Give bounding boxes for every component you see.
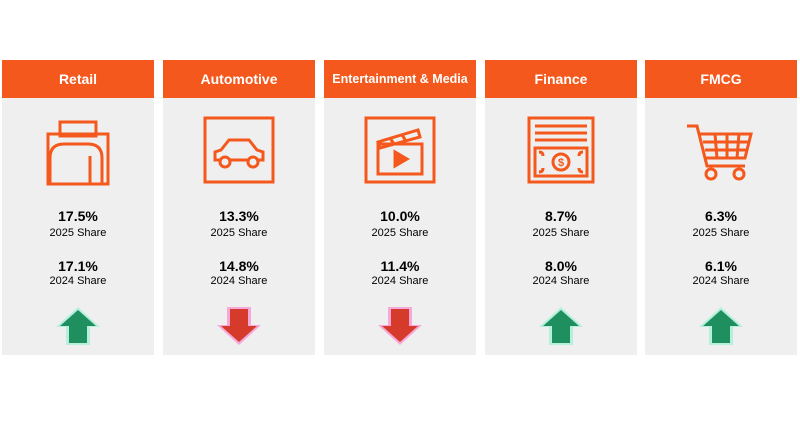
share-2025-value: 8.7% xyxy=(545,208,577,224)
share-2025-value: 13.3% xyxy=(219,208,259,224)
card-title: Retail xyxy=(2,60,154,98)
dollar-bill-icon: $ xyxy=(521,116,601,186)
trend-down-arrow-icon xyxy=(215,305,263,347)
industry-card-automotive: Automotive 13.3% 2025 Share 14.8% 2024 S… xyxy=(163,60,315,355)
share-2024-label: 2024 Share xyxy=(49,275,107,287)
share-2025-value: 10.0% xyxy=(380,208,420,224)
share-2024-value: 14.8% xyxy=(219,258,259,274)
share-2025-label: 2025 Share xyxy=(532,227,590,239)
card-title: Entertainment & Media xyxy=(324,60,476,98)
share-2024-value: 6.1% xyxy=(705,258,737,274)
svg-text:$: $ xyxy=(558,157,564,169)
card-title: FMCG xyxy=(645,60,797,98)
share-2024-label: 2024 Share xyxy=(210,275,268,287)
trend-up-arrow-icon xyxy=(537,305,585,347)
industry-cards-row: Retail 17.5% 2025 Share 17.1% 2024 Share… xyxy=(2,60,797,355)
share-2025-label: 2025 Share xyxy=(210,227,268,239)
share-2025-label: 2025 Share xyxy=(692,227,750,239)
shopping-bag-icon xyxy=(38,116,118,186)
share-2024-value: 17.1% xyxy=(58,258,98,274)
trend-up-arrow-icon xyxy=(54,305,102,347)
shopping-cart-icon xyxy=(681,116,761,186)
industry-card-finance: Finance $ 8.7% 2025 Share 8.0% 2024 Shar… xyxy=(485,60,637,355)
share-2025-value: 6.3% xyxy=(705,208,737,224)
card-title: Automotive xyxy=(163,60,315,98)
share-2024-label: 2024 Share xyxy=(371,275,429,287)
share-2024-label: 2024 Share xyxy=(692,275,750,287)
industry-card-fmcg: FMCG 6.3% 2025 Share 6.1% 2024 Share xyxy=(645,60,797,355)
share-2024-value: 11.4% xyxy=(380,258,420,274)
trend-down-arrow-icon xyxy=(376,305,424,347)
trend-up-arrow-icon xyxy=(697,305,745,347)
industry-card-entertainment-media: Entertainment & Media 10.0% 2025 Share 1… xyxy=(324,60,476,355)
share-2024-value: 8.0% xyxy=(545,258,577,274)
share-2025-label: 2025 Share xyxy=(49,227,107,239)
car-icon xyxy=(199,116,279,186)
industry-card-retail: Retail 17.5% 2025 Share 17.1% 2024 Share xyxy=(2,60,154,355)
video-clapperboard-icon xyxy=(360,116,440,186)
share-2025-label: 2025 Share xyxy=(371,227,429,239)
share-2025-value: 17.5% xyxy=(58,208,98,224)
share-2024-label: 2024 Share xyxy=(532,275,590,287)
card-title: Finance xyxy=(485,60,637,98)
